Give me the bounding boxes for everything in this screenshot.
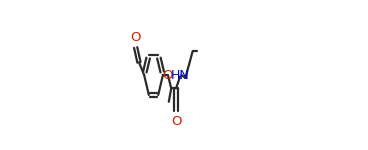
Text: O: O <box>130 31 141 44</box>
Text: O: O <box>162 69 173 81</box>
Text: HN: HN <box>171 69 190 81</box>
Text: O: O <box>171 115 181 128</box>
